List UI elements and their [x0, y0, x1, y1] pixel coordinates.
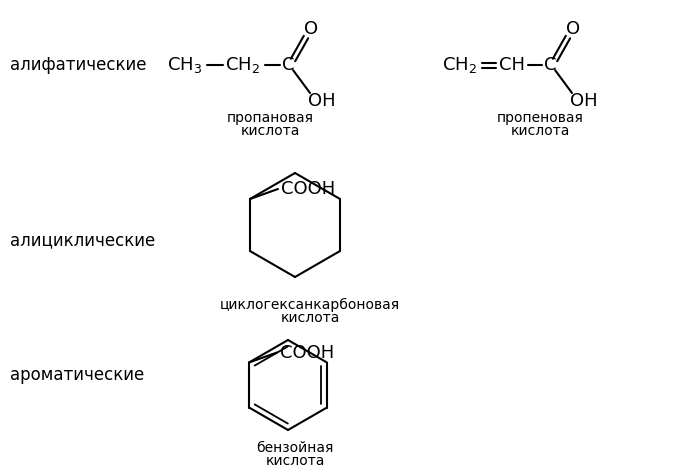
Text: пропеновая: пропеновая — [496, 111, 584, 125]
Text: кислота: кислота — [265, 454, 325, 468]
Text: CH$_3$: CH$_3$ — [167, 55, 203, 75]
Text: C: C — [544, 56, 556, 74]
Text: C: C — [282, 56, 294, 74]
Text: O: O — [304, 20, 318, 38]
Text: O: O — [566, 20, 580, 38]
Text: алифатические: алифатические — [10, 56, 146, 74]
Text: кислота: кислота — [240, 124, 300, 138]
Text: алициклические: алициклические — [10, 231, 155, 249]
Text: COOH: COOH — [280, 344, 334, 361]
Text: COOH: COOH — [281, 180, 335, 198]
Text: CH$_2$: CH$_2$ — [443, 55, 477, 75]
Text: кислота: кислота — [280, 311, 340, 325]
Text: CH: CH — [499, 56, 525, 74]
Text: пропановая: пропановая — [226, 111, 313, 125]
Text: OH: OH — [570, 92, 598, 110]
Text: бензойная: бензойная — [256, 441, 334, 455]
Text: циклогексанкарбоновая: циклогексанкарбоновая — [220, 298, 400, 312]
Text: ароматические: ароматические — [10, 366, 144, 384]
Text: OH: OH — [308, 92, 336, 110]
Text: CH$_2$: CH$_2$ — [226, 55, 260, 75]
Text: кислота: кислота — [511, 124, 570, 138]
